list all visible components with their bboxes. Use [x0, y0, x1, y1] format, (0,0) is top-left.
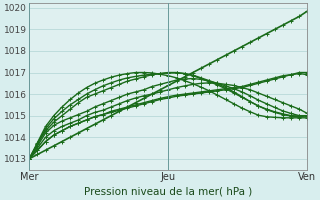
X-axis label: Pression niveau de la mer( hPa ): Pression niveau de la mer( hPa ) — [84, 187, 252, 197]
